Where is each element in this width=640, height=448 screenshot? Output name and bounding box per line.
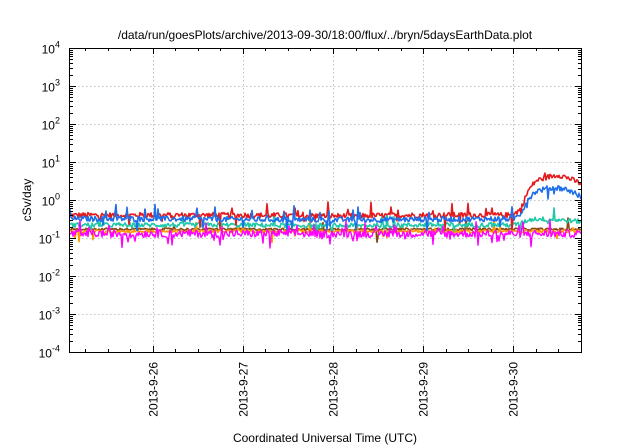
chart-title: /data/run/goesPlots/archive/2013-09-30/1… <box>118 28 533 42</box>
y-tick-label: 101 <box>42 154 60 171</box>
x-tick-label: 2013-9-26 <box>147 362 161 417</box>
y-tick-label: 104 <box>42 40 60 57</box>
y-tick-label: 10-2 <box>39 268 60 285</box>
y-axis-label: cSv/day <box>20 179 34 222</box>
y-tick-label: 10-1 <box>39 230 60 247</box>
series-line-6 <box>69 219 582 249</box>
plot-frame <box>69 48 582 353</box>
x-tick-label: 2013-9-27 <box>237 362 251 417</box>
series-line-3 <box>69 207 582 236</box>
y-tick-label: 100 <box>42 192 60 209</box>
y-tick-label: 10-3 <box>39 306 60 323</box>
grid <box>70 48 581 352</box>
x-axis-label: Coordinated Universal Time (UTC) <box>233 431 417 445</box>
x-axis: 2013-9-26 2013-9-27 2013-9-28 2013-9-29 2013… <box>85 48 559 417</box>
y-axis: 10-4 10-3 10-2 10-1 100 101 102 103 104 <box>39 40 581 361</box>
y-tick-label: 10-4 <box>39 344 60 361</box>
series-group <box>69 172 582 249</box>
x-tick-label: 2013-9-28 <box>327 362 341 417</box>
series-line-4 <box>69 217 582 243</box>
x-tick-label: 2013-9-30 <box>507 362 521 417</box>
x-tick-label: 2013-9-29 <box>417 362 431 417</box>
y-tick-label: 102 <box>42 116 60 133</box>
y-tick-label: 103 <box>42 78 60 95</box>
series-line-2 <box>69 185 582 232</box>
